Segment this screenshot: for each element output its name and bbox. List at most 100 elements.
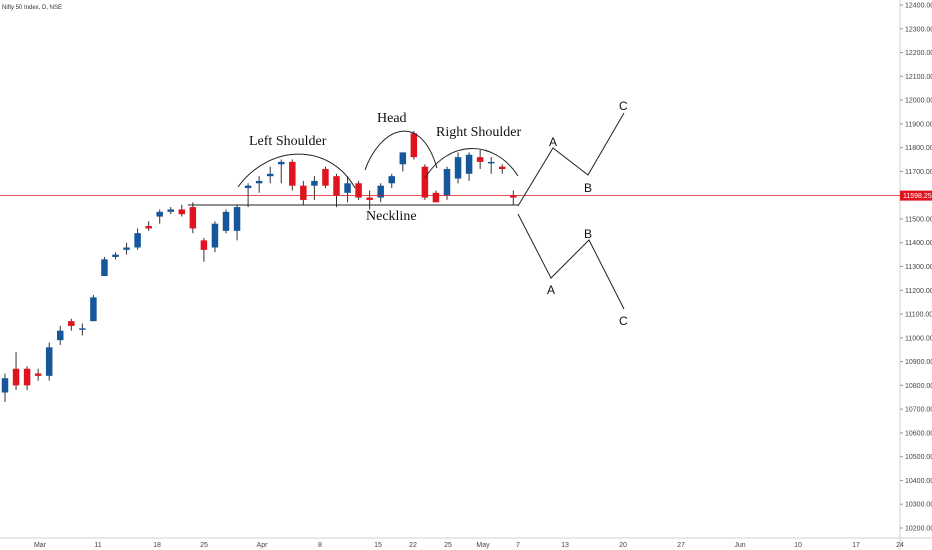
candle-down <box>499 166 506 170</box>
left-shoulder-arc <box>237 153 356 189</box>
x-tick-label: 11 <box>94 542 101 549</box>
y-tick-label: 11800.00 <box>905 145 932 152</box>
candle-up <box>79 328 86 330</box>
candle-down <box>355 183 362 198</box>
wave-label-a-up: A <box>549 135 557 149</box>
candle-down <box>322 169 329 186</box>
y-tick-label: 10500.00 <box>905 454 932 461</box>
x-tick-label: 8 <box>318 542 322 549</box>
candle-down <box>200 240 208 250</box>
head-label: Head <box>377 111 407 126</box>
neckline-label: Neckline <box>366 209 417 224</box>
candle-up <box>443 169 451 196</box>
candle-down <box>300 185 307 200</box>
candle-up <box>134 233 141 248</box>
candle-down <box>410 133 418 158</box>
candle-down <box>510 195 517 198</box>
y-tick-label: 12300.00 <box>905 26 932 33</box>
candle-up <box>57 330 64 341</box>
x-tick-label: 7 <box>516 542 520 549</box>
candle-up <box>454 157 462 179</box>
candle-down <box>34 373 42 376</box>
candle-up <box>233 207 241 231</box>
wave-label-b-down: B <box>584 227 592 241</box>
x-tick-label: 25 <box>200 542 208 549</box>
right-shoulder-arc <box>424 148 519 179</box>
y-tick-label: 12200.00 <box>905 50 932 57</box>
x-tick-label: 13 <box>561 542 569 549</box>
candle-up <box>244 185 252 189</box>
pattern-drawings <box>188 112 625 310</box>
x-tick-label: 22 <box>409 542 417 549</box>
y-tick-label: 10400.00 <box>905 478 932 485</box>
x-tick-label: 20 <box>619 542 627 549</box>
candle-down <box>23 368 31 386</box>
candle-up <box>101 259 108 277</box>
candle-up <box>465 154 473 174</box>
x-tick-label: 27 <box>677 542 685 549</box>
candle-down <box>421 166 429 198</box>
y-tick-label: 11900.00 <box>905 121 932 128</box>
x-tick-label: Apr <box>257 542 269 549</box>
y-tick-label: 10700.00 <box>905 407 932 414</box>
chart-title: Nifty 50 Index, D, NSE <box>2 5 62 11</box>
bearish-abc-path <box>517 213 625 310</box>
candle-down <box>476 157 484 162</box>
candle-down <box>12 368 20 386</box>
candle-up <box>112 254 119 257</box>
candle-up <box>377 185 384 198</box>
y-tick-label: 10300.00 <box>905 502 932 509</box>
candle-up <box>399 152 407 165</box>
candle-down <box>366 197 373 200</box>
candle-up <box>211 223 219 248</box>
candle-up <box>123 247 130 250</box>
y-tick-label: 11700.00 <box>905 169 932 176</box>
last-price-label: 11598.25 <box>903 193 932 200</box>
y-tick-label: 11500.00 <box>905 216 932 223</box>
candle-down <box>289 161 296 186</box>
wave-label-c-down: C <box>619 314 628 328</box>
candle-up <box>255 180 263 184</box>
y-tick-label: 11200.00 <box>905 288 932 295</box>
wave-label-b-up: B <box>584 181 592 195</box>
candle-up <box>487 161 495 164</box>
x-tick-label: 17 <box>852 542 860 549</box>
bullish-abc-path <box>517 112 625 207</box>
x-tick-label: Mar <box>34 542 47 549</box>
candle-up <box>90 297 97 322</box>
wave-label-a-down: A <box>547 283 555 297</box>
y-tick-label: 11100.00 <box>905 312 932 319</box>
x-tick-label: 25 <box>444 542 452 549</box>
x-tick-label: Jun <box>734 542 745 549</box>
x-tick-label: 24 <box>896 542 904 549</box>
candle-up <box>167 209 174 212</box>
y-tick-label: 10900.00 <box>905 359 932 366</box>
candle-up <box>266 173 274 177</box>
candle-up <box>278 161 285 165</box>
x-tick-label: 15 <box>374 542 382 549</box>
x-axis-ticks: Mar 11 18 25 Apr 8 15 22 25 May 7 13 20 27 Jun 10 17 24 <box>34 542 904 549</box>
candle-down <box>333 176 340 196</box>
wave-label-c-up: C <box>619 99 628 113</box>
x-tick-label: May <box>476 542 490 549</box>
x-tick-label: 10 <box>794 542 802 549</box>
y-tick-label: 10800.00 <box>905 383 932 390</box>
candle-up <box>1 378 9 393</box>
candle-up <box>388 176 395 184</box>
y-tick-label: 10600.00 <box>905 430 932 437</box>
candle-down <box>68 321 75 326</box>
candle-up <box>344 183 351 193</box>
y-axis-ticks: 10200.00 10300.00 10400.00 10500.00 10600.00… <box>900 3 932 533</box>
candle-down <box>145 226 152 229</box>
candle-down <box>178 209 186 215</box>
y-tick-label: 12100.00 <box>905 74 932 81</box>
candle-up <box>222 211 230 231</box>
y-tick-label: 11400.00 <box>905 240 932 247</box>
y-tick-label: 11300.00 <box>905 264 932 271</box>
x-tick-label: 18 <box>153 542 161 549</box>
y-tick-label: 12400.00 <box>905 3 932 10</box>
candle-down <box>432 192 440 203</box>
head-arc <box>364 130 438 171</box>
candle-layer <box>1 130 517 403</box>
